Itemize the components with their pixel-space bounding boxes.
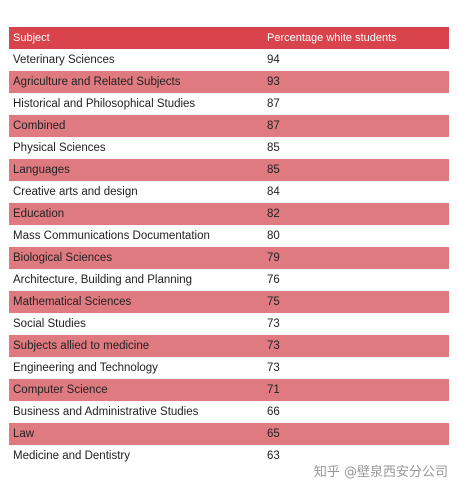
cell-subject: Physical Sciences [13,142,106,154]
cell-percentage: 84 [267,186,280,198]
cell-subject: Architecture, Building and Planning [13,274,193,286]
table-row: Veterinary Sciences 94 [9,49,449,71]
table-row: Agriculture and Related Subjects 93 [9,71,449,93]
cell-subject: Creative arts and design [13,186,138,198]
table-row: Creative arts and design 84 [9,181,449,203]
cell-subject: Mass Communications Documentation [13,230,210,242]
cell-subject: Medicine and Dentistry [13,450,130,462]
cell-percentage: 85 [267,142,280,154]
cell-subject: Social Studies [13,318,86,330]
table-row: Subjects allied to medicine 73 [9,335,449,357]
cell-subject: Mathematical Sciences [13,296,132,308]
table-row: Mathematical Sciences 75 [9,291,449,313]
cell-percentage: 80 [267,230,280,242]
cell-percentage: 71 [267,384,280,396]
table-row: Business and Administrative Studies 66 [9,401,449,423]
cell-subject: Engineering and Technology [13,362,158,374]
cell-subject: Agriculture and Related Subjects [13,76,181,88]
cell-subject: Combined [13,120,66,132]
table-header-row: Subject Percentage white students [9,27,449,49]
table-row: Combined 87 [9,115,449,137]
cell-subject: Education [13,208,65,220]
cell-subject: Subjects allied to medicine [13,340,150,352]
cell-percentage: 73 [267,362,280,374]
header-percentage: Percentage white students [267,32,397,44]
watermark-text: 知乎 @壁泉西安分公司 [313,465,448,480]
cell-subject: Computer Science [13,384,108,396]
table-row: Engineering and Technology 73 [9,357,449,379]
cell-percentage: 87 [267,120,280,132]
cell-subject: Veterinary Sciences [13,54,115,66]
cell-percentage: 73 [267,318,280,330]
header-subject: Subject [13,32,50,44]
cell-percentage: 79 [267,252,280,264]
cell-percentage: 82 [267,208,280,220]
cell-percentage: 66 [267,406,280,418]
cell-subject: Languages [13,164,70,176]
table-row: Historical and Philosophical Studies 87 [9,93,449,115]
table-row: Physical Sciences 85 [9,137,449,159]
table-row: Education 82 [9,203,449,225]
data-table: Subject Percentage white students Veteri… [9,27,449,467]
table-row: Mass Communications Documentation 80 [9,225,449,247]
cell-subject: Historical and Philosophical Studies [13,98,196,110]
cell-percentage: 63 [267,450,280,462]
cell-subject: Business and Administrative Studies [13,406,199,418]
table-body: Veterinary Sciences 94 Agriculture and Rel… [9,49,449,467]
table-row: Computer Science 71 [9,379,449,401]
table-row: Architecture, Building and Planning 76 [9,269,449,291]
cell-percentage: 65 [267,428,280,440]
cell-percentage: 75 [267,296,280,308]
cell-subject: Biological Sciences [13,252,113,264]
table-row: Biological Sciences 79 [9,247,449,269]
cell-percentage: 94 [267,54,280,66]
cell-percentage: 76 [267,274,280,286]
cell-subject: Law [13,428,35,440]
cell-percentage: 93 [267,76,280,88]
cell-percentage: 73 [267,340,280,352]
table-row: Social Studies 73 [9,313,449,335]
cell-percentage: 87 [267,98,280,110]
table-row: Law 65 [9,423,449,445]
cell-percentage: 85 [267,164,280,176]
table-row: Medicine and Dentistry 63 [9,445,449,467]
table-row: Languages 85 [9,159,449,181]
